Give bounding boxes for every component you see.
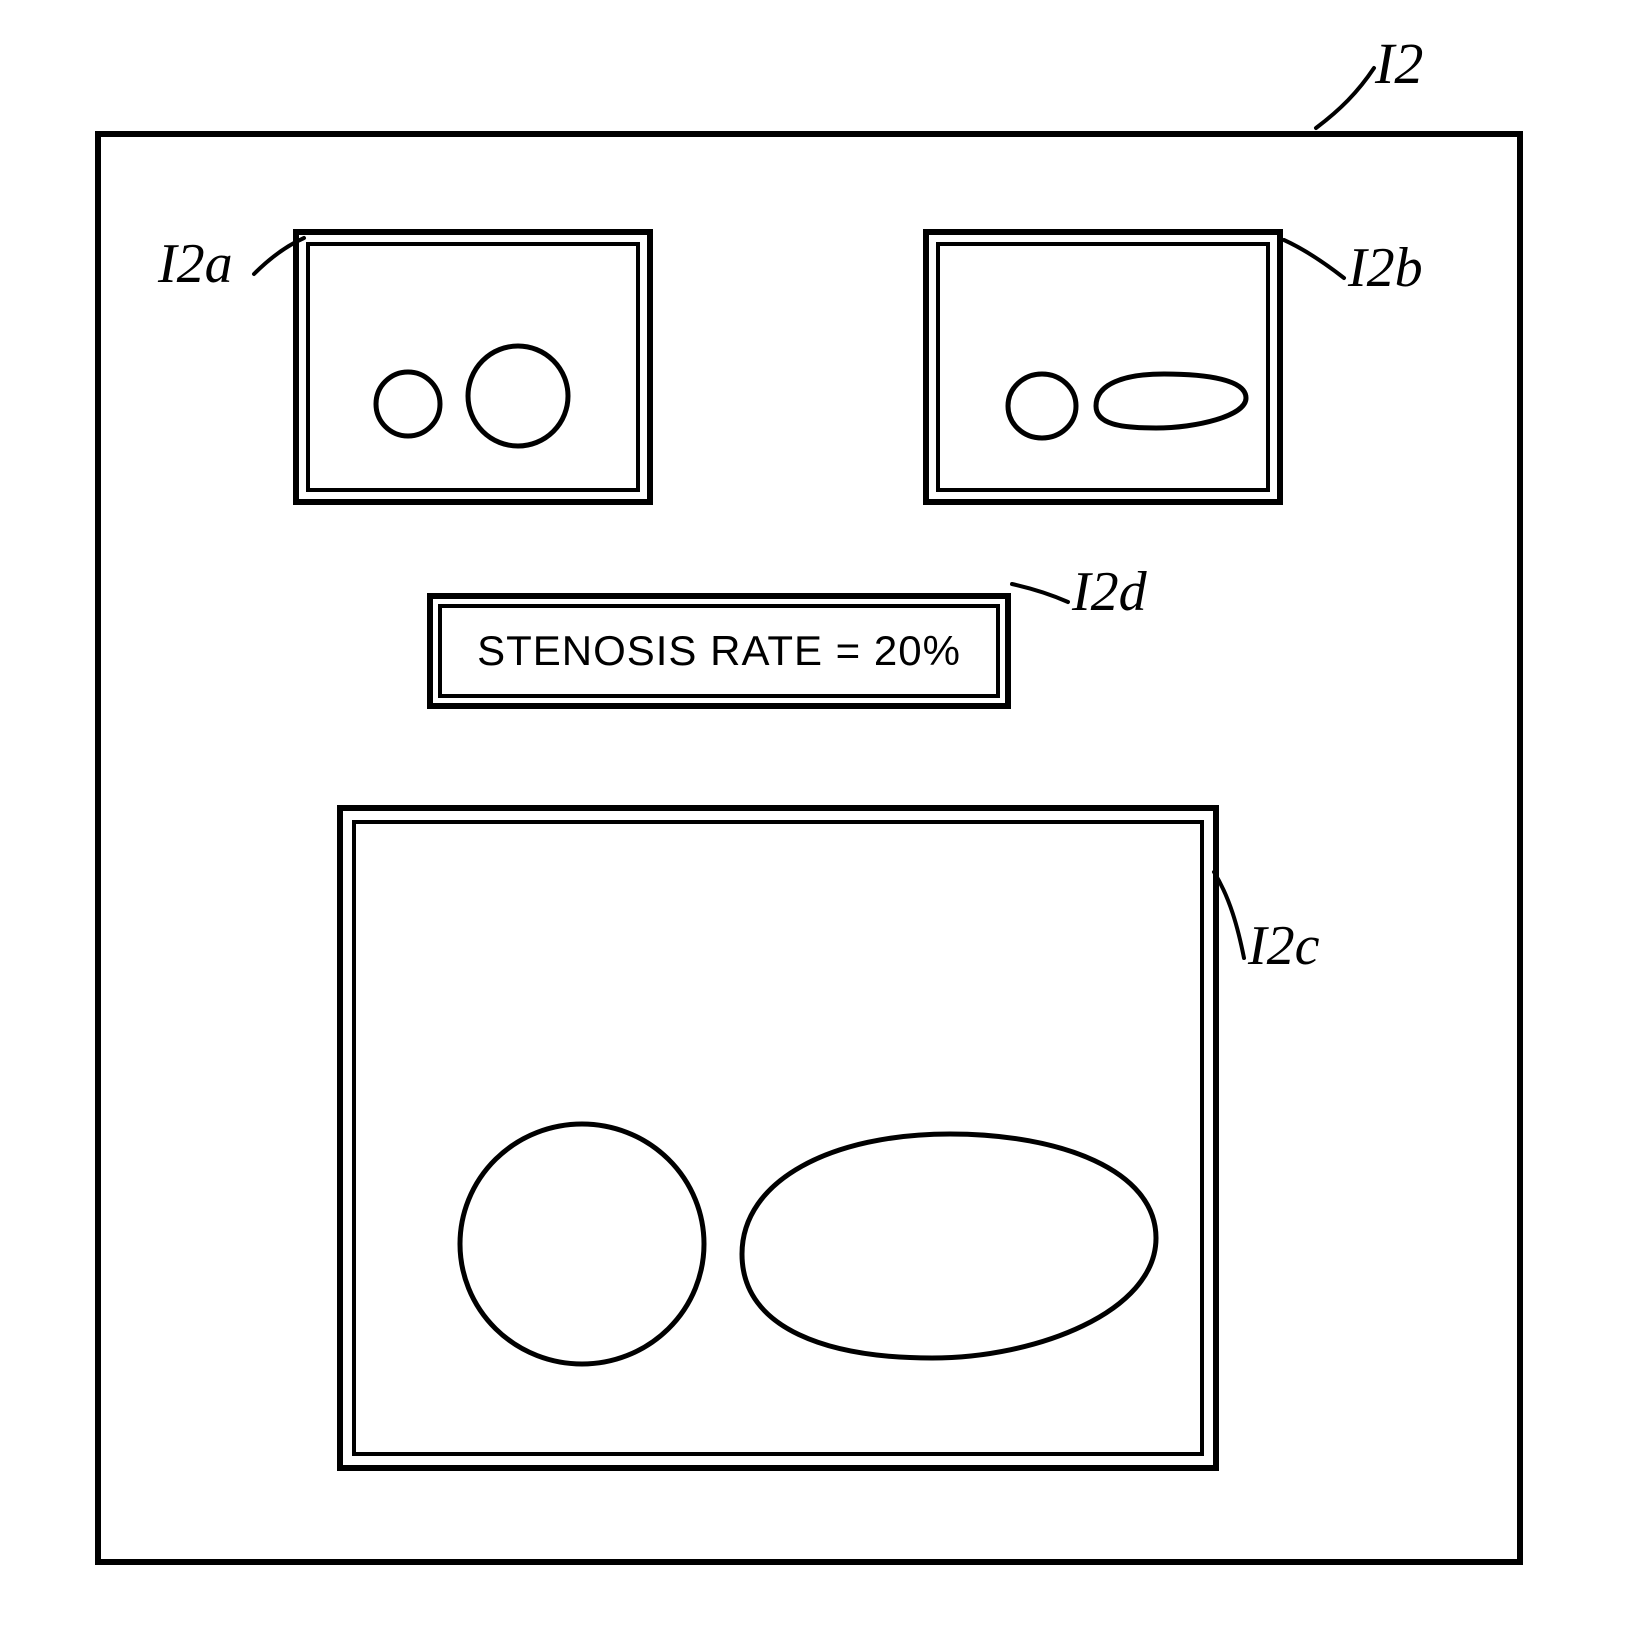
diagram-canvas: STENOSIS RATE = 20% I2 I2a I2b I2d I2c xyxy=(0,0,1633,1638)
label-i2c: I2c xyxy=(1248,914,1320,978)
stenosis-rate-text: STENOSIS RATE = 20% xyxy=(440,606,998,696)
label-i2a: I2a xyxy=(158,232,233,296)
label-i2: I2 xyxy=(1375,30,1423,97)
label-i2d: I2d xyxy=(1072,560,1147,624)
label-i2b: I2b xyxy=(1348,236,1423,300)
